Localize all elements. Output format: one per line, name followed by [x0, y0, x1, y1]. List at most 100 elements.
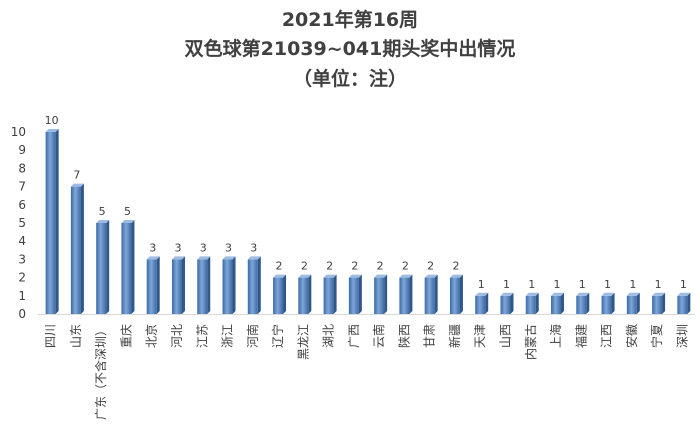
y-tick-label: 3 [18, 252, 26, 266]
bar-front [399, 277, 410, 314]
bar-side [687, 292, 691, 314]
bar-top [96, 220, 110, 223]
bar-front [70, 186, 81, 314]
bar [247, 256, 261, 314]
bar-side [535, 292, 539, 314]
bar-top [273, 274, 287, 278]
data-label: 3 [174, 241, 181, 254]
bar-front [424, 277, 435, 314]
x-tick-label: 天津 [473, 324, 487, 348]
data-label: 1 [554, 278, 561, 291]
data-label: 2 [351, 260, 358, 273]
x-tick-label: 湖北 [321, 324, 336, 348]
bar [348, 274, 362, 314]
bar-front [197, 259, 208, 314]
bar [96, 220, 110, 314]
data-label: 5 [124, 205, 131, 218]
bar-top [399, 274, 413, 278]
y-tick-label: 8 [18, 161, 26, 175]
bar [475, 292, 489, 314]
bar-side [611, 292, 615, 314]
bar-front [146, 259, 157, 314]
bar [298, 274, 312, 314]
y-tick-label: 5 [18, 216, 26, 230]
x-axis: 四川 山东 广东（不含深圳） 重庆 北京 河北 江苏 浙江 河南 辽宁 黑龙江 湖北 广西 云南 陕西 甘肃新… [38, 314, 695, 420]
bar-top [500, 292, 514, 296]
x-tick-label: 江西 [600, 324, 614, 348]
bar-top [146, 256, 160, 260]
bar [576, 292, 590, 314]
bar-top [652, 292, 666, 296]
bar-side [333, 274, 337, 314]
y-tick-label: 6 [18, 198, 26, 212]
chart-title-line2: 双色球第21039~041期头奖中出情况 [184, 38, 516, 60]
bar-top [475, 292, 489, 296]
x-tick-label: 四川 [44, 324, 58, 348]
x-tick-label: 宁夏 [649, 324, 664, 348]
bar [273, 274, 287, 314]
x-tick-label: 陕西 [396, 324, 411, 348]
bar-side [662, 292, 666, 314]
bar-side [636, 292, 640, 314]
x-tick-label: 云南 [371, 324, 386, 348]
bar [121, 220, 135, 314]
bar-top [45, 129, 59, 132]
bar [500, 292, 514, 314]
y-axis: 0 1 2 3 4 5 6 7 8 9 10 [11, 125, 26, 321]
bar [626, 292, 640, 314]
x-tick-label: 山东 [69, 324, 83, 348]
y-tick-label: 7 [18, 180, 26, 194]
x-tick-label: 深圳 [675, 324, 689, 348]
x-tick-label: 上海 [548, 324, 563, 348]
x-tick-label: 黑龙江 [296, 324, 310, 360]
data-label: 1 [655, 278, 662, 291]
bar-front [222, 259, 233, 314]
y-tick-label: 0 [18, 307, 26, 321]
x-tick-label: 福建 [573, 324, 588, 348]
bar-top [121, 220, 135, 223]
data-label: 5 [99, 205, 106, 218]
bar-top [374, 274, 388, 278]
bar-top [677, 292, 691, 296]
bar [171, 256, 185, 314]
data-label: 1 [478, 278, 485, 291]
bar-side [80, 183, 84, 314]
bar-side [283, 274, 287, 314]
x-tick-label: 甘肃 [423, 324, 437, 348]
bar [525, 292, 539, 314]
data-label: 1 [503, 278, 510, 291]
bar-front [374, 277, 385, 314]
y-tick-label: 10 [11, 125, 26, 139]
bar-side [434, 274, 438, 314]
bar-front [601, 295, 612, 314]
bar [399, 274, 413, 314]
bar [146, 256, 160, 314]
bar-front [475, 295, 486, 314]
bar-side [106, 220, 110, 314]
data-label: 1 [680, 278, 687, 291]
bar [323, 274, 337, 314]
y-tick-label: 1 [18, 289, 26, 303]
bar [677, 292, 691, 314]
bar-top [626, 292, 640, 296]
bar-top [197, 256, 211, 260]
bar-front [677, 295, 688, 314]
bar-top [323, 274, 337, 278]
bar-front [45, 132, 56, 314]
bar-side [384, 274, 388, 314]
bar-front [323, 277, 334, 314]
bar [197, 256, 211, 314]
bar-top [449, 274, 463, 278]
bar-side [308, 274, 312, 314]
data-label: 1 [604, 278, 611, 291]
data-label: 3 [250, 241, 257, 254]
bar-front [247, 259, 258, 314]
bar-front [449, 277, 460, 314]
x-tick-label: 北京 [145, 324, 159, 348]
bar-top [70, 183, 84, 187]
data-label: 3 [149, 241, 156, 254]
chart-title-line3: （单位：注） [292, 68, 407, 90]
x-tick-label: 浙江 [221, 324, 235, 348]
data-label: 2 [276, 260, 283, 273]
